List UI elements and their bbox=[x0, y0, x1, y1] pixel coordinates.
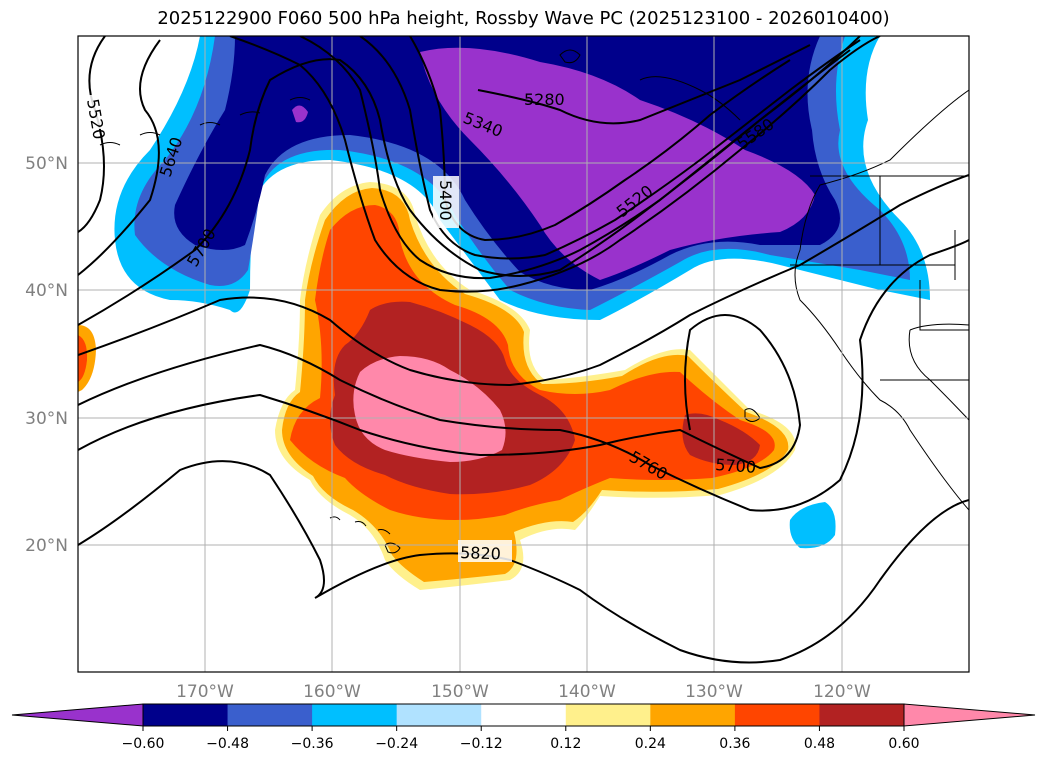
latitude-label: 50°N bbox=[25, 154, 68, 174]
map-plot-area: 5520 5640 5700 5400 5280 5340 5520 5580 … bbox=[78, 36, 969, 672]
colorbar-tick-label: −0.48 bbox=[206, 736, 249, 752]
colorbar-segment bbox=[143, 704, 229, 726]
contour-line bbox=[229, 36, 881, 293]
map-frame bbox=[77, 35, 970, 673]
contour-line bbox=[477, 44, 811, 125]
latitude-axis: 50°N 40°N 30°N 20°N bbox=[25, 154, 68, 556]
colorbar-segment bbox=[819, 704, 905, 726]
longitude-label: 140°W bbox=[558, 682, 616, 702]
contour-label: 5280 bbox=[524, 90, 565, 109]
north-america-coast bbox=[794, 89, 969, 511]
shade-pos-048-east bbox=[682, 413, 760, 465]
colorbar-segment bbox=[312, 704, 398, 726]
colorbar-segment bbox=[396, 704, 482, 726]
colorbar-tick-label: 0.24 bbox=[635, 736, 666, 752]
contour-line bbox=[359, 36, 861, 260]
colorbar-segment bbox=[227, 704, 313, 726]
colorbar-segment bbox=[734, 704, 820, 726]
colorbar-extend-min bbox=[11, 703, 144, 727]
colorbar-tick-label: −0.60 bbox=[122, 736, 165, 752]
shade-pos-edge-west-inner bbox=[78, 335, 88, 382]
contour-line bbox=[299, 36, 851, 280]
contour-label: 5820 bbox=[460, 543, 501, 563]
contour-line bbox=[78, 39, 161, 276]
colorbar-extend-max bbox=[903, 703, 1036, 727]
colorbar: −0.60 −0.48 −0.36 −0.24 −0.12 0.12 0.24 0.36 0.4… bbox=[11, 703, 1036, 752]
colorbar-tick-label: 0.48 bbox=[804, 736, 835, 752]
latitude-label: 20°N bbox=[25, 536, 68, 556]
colorbar-tick-label: 0.60 bbox=[888, 736, 919, 752]
longitude-label: 150°W bbox=[431, 682, 489, 702]
latitude-label: 40°N bbox=[25, 281, 68, 301]
colorbar-frame bbox=[142, 703, 905, 727]
colorbar-tick-label: −0.24 bbox=[375, 736, 418, 752]
longitude-label: 160°W bbox=[303, 682, 361, 702]
longitude-label: 130°W bbox=[685, 682, 743, 702]
contour-line bbox=[78, 239, 969, 512]
state-lines bbox=[790, 176, 969, 381]
hawaii-islands bbox=[329, 516, 401, 554]
colorbar-segment bbox=[650, 704, 736, 726]
shade-neg-024-south bbox=[789, 502, 836, 549]
map-title: 2025122900 F060 500 hPa height, Rossby W… bbox=[157, 8, 890, 29]
contour-line bbox=[78, 314, 802, 470]
aleutian-islands bbox=[99, 97, 311, 146]
contour-line bbox=[78, 174, 969, 387]
colorbar-tick-label: −0.12 bbox=[460, 736, 503, 752]
colorbar-ticks: −0.60 −0.48 −0.36 −0.24 −0.12 0.12 0.24 0.36 0.4… bbox=[122, 726, 920, 752]
colorbar-tick-label: 0.36 bbox=[719, 736, 750, 752]
shade-neg-060-small bbox=[292, 105, 308, 123]
contour-line bbox=[78, 36, 106, 233]
contour-label: 5700 bbox=[715, 455, 757, 477]
colorbar-tick-label: −0.36 bbox=[291, 736, 334, 752]
gridlines bbox=[78, 36, 969, 672]
longitude-label: 170°W bbox=[176, 682, 234, 702]
contour-label: 5400 bbox=[436, 180, 455, 221]
colorbar-segment bbox=[565, 704, 651, 726]
colorbar-segments bbox=[11, 703, 1036, 727]
longitude-axis: 170°W 160°W 150°W 140°W 130°W 120°W bbox=[176, 682, 871, 702]
longitude-label: 120°W bbox=[813, 682, 871, 702]
shade-neg-060 bbox=[420, 47, 815, 280]
colorbar-segment bbox=[481, 704, 567, 726]
positive-anomaly-region bbox=[78, 182, 796, 590]
contour-line bbox=[409, 36, 791, 242]
colorbar-tick-label: 0.12 bbox=[550, 736, 581, 752]
latitude-label: 30°N bbox=[25, 409, 68, 429]
